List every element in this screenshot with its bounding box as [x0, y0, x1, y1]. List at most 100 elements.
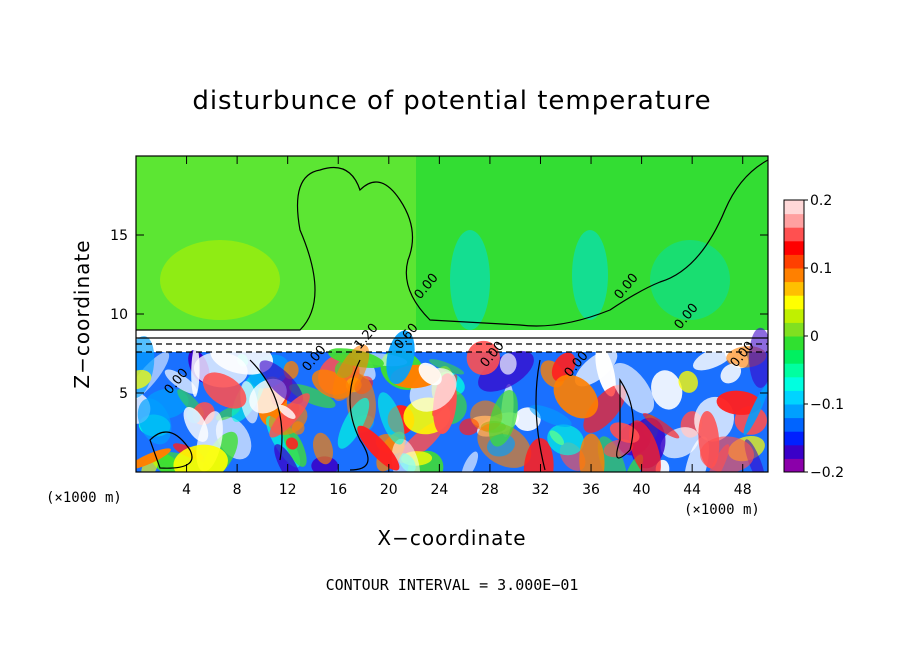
y-unit-label: (×1000 m) [46, 490, 122, 506]
x-unit-label: (×1000 m) [684, 502, 760, 518]
field-blob [418, 362, 442, 386]
field-blob [553, 374, 599, 419]
x-tick-label: 32 [532, 482, 550, 498]
field-blob [136, 448, 171, 470]
field-blob [692, 346, 734, 371]
tropopause-band [136, 330, 768, 352]
field-blob [488, 389, 518, 447]
colorbar-swatch [784, 254, 804, 269]
colorbar-swatch [784, 240, 804, 255]
colorbar-swatch [784, 390, 804, 405]
field-blob [499, 353, 517, 375]
field-blob [173, 444, 228, 472]
field-blob [259, 360, 304, 405]
contour-lines [136, 159, 768, 471]
colorbar-tick-label: 0.1 [810, 261, 832, 277]
field-blob [357, 425, 400, 471]
field-blob [547, 424, 584, 456]
colorbar-swatch [784, 200, 804, 215]
field-blob [428, 359, 465, 375]
field-blob [749, 327, 768, 388]
x-tick-label: 48 [734, 482, 752, 498]
colorbar-swatch [784, 322, 804, 337]
x-tick-label: 20 [380, 482, 398, 498]
field-blob [240, 381, 259, 424]
contour-line [616, 378, 634, 459]
negative-anomaly [450, 230, 490, 330]
y-tick-label: 15 [110, 228, 128, 244]
x-axis-label: X−coordinate [377, 526, 527, 550]
field-blob [466, 340, 500, 375]
lower-anomaly-blobs [136, 327, 768, 472]
field-layer [136, 156, 768, 472]
colorbar-swatch [784, 417, 804, 432]
field-blob [551, 352, 576, 382]
field-blob [651, 370, 683, 410]
colorbar-tick-label: −0.2 [810, 465, 844, 481]
x-tick-label: 24 [430, 482, 448, 498]
negative-anomaly [572, 230, 608, 320]
field-blob [642, 412, 680, 439]
field-blob [377, 392, 405, 445]
field-blob [164, 369, 198, 394]
colorbar-swatch [784, 444, 804, 459]
field-blob [603, 439, 634, 458]
field-blob [579, 433, 605, 472]
contour-line [149, 431, 193, 469]
colorbar-swatch [784, 349, 804, 364]
y-tick-label: 10 [110, 307, 128, 323]
contour-line [349, 359, 369, 471]
x-axis: 4 8 12 16 20 24 28 32 36 40 44 48 [182, 156, 752, 498]
colorbar-swatch [784, 336, 804, 351]
upper-left-field [136, 156, 416, 336]
field-blob [583, 384, 627, 433]
field-blob [391, 438, 421, 472]
colorbar-swatch [784, 363, 804, 378]
field-blob [312, 432, 334, 465]
field-blob [278, 404, 296, 419]
x-tick-label: 12 [279, 482, 297, 498]
field-blob [574, 349, 618, 387]
field-blob [529, 405, 572, 427]
contour-interval-note: CONTOUR INTERVAL = 3.000E−01 [325, 576, 579, 594]
x-tick-label: 44 [683, 482, 701, 498]
contour-line [136, 159, 768, 331]
field-blob [705, 444, 730, 472]
chart-title: disturbunce of potential temperature [192, 86, 712, 116]
field-blob [202, 372, 247, 409]
colorbar-swatch [784, 268, 804, 283]
colorbar-swatch [784, 308, 804, 323]
positive-anomaly [160, 240, 280, 320]
field-blob [285, 437, 299, 450]
contour-line [249, 359, 283, 461]
colorbar-swatch [784, 458, 804, 473]
colorbar-swatch [784, 281, 804, 296]
y-axis: 5 10 15 [110, 228, 768, 402]
x-tick-label: 4 [182, 482, 191, 498]
field-blob [720, 363, 742, 384]
x-tick-label: 16 [329, 482, 347, 498]
field-blob [523, 438, 554, 472]
x-tick-label: 40 [633, 482, 651, 498]
colorbar-swatch [784, 295, 804, 310]
colorbar-swatch [784, 376, 804, 391]
colorbar-swatch [784, 431, 804, 446]
field-blob [311, 456, 339, 472]
field-blob [716, 390, 762, 415]
field-blob [678, 370, 698, 393]
colorbar-tick-label: 0 [810, 329, 819, 345]
colorbar-tick-label: 0.2 [810, 193, 832, 209]
x-tick-label: 28 [481, 482, 499, 498]
field-blob [289, 383, 336, 409]
field-blob [291, 421, 305, 435]
colorbar-swatch [784, 404, 804, 419]
x-tick-label: 36 [582, 482, 600, 498]
colorbar-swatch [784, 213, 804, 228]
colorbar: 0.2 0.1 0 −0.1 −0.2 [783, 193, 844, 481]
field-blob [743, 383, 768, 436]
colorbar-swatch [784, 227, 804, 242]
contour-line [535, 359, 546, 471]
field-blob [136, 369, 152, 390]
negative-anomaly [650, 240, 730, 320]
field-blob [611, 362, 655, 414]
